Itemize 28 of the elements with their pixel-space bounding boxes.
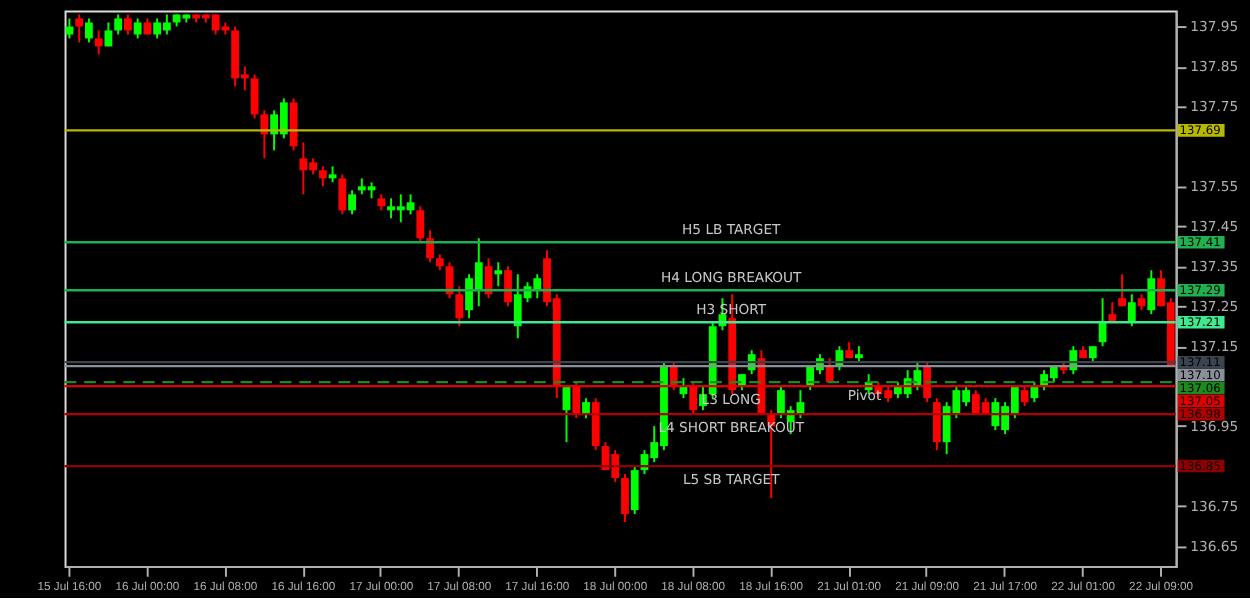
candlestick xyxy=(504,265,512,308)
candlestick xyxy=(689,381,698,416)
candlestick xyxy=(124,13,132,36)
candlestick xyxy=(621,473,629,524)
candlestick xyxy=(591,397,600,452)
candlestick xyxy=(114,13,123,36)
candlestick xyxy=(75,13,84,44)
candlestick xyxy=(582,397,590,420)
candlestick xyxy=(1118,273,1126,308)
candlestick xyxy=(455,285,464,328)
candlestick xyxy=(426,229,434,264)
candlestick xyxy=(572,381,581,420)
candlestick xyxy=(338,173,347,216)
candlestick xyxy=(133,17,142,40)
candlestick xyxy=(494,261,503,288)
candlestick xyxy=(416,205,425,244)
candlestick xyxy=(85,17,93,44)
candlestick xyxy=(932,397,941,452)
candlestick xyxy=(1147,269,1156,316)
candlestick xyxy=(318,165,327,188)
candlestick xyxy=(65,17,74,40)
candlestick xyxy=(250,73,259,120)
candlestick xyxy=(348,189,356,216)
candlestick xyxy=(1127,293,1136,328)
candlestick xyxy=(1030,381,1039,404)
candlestick xyxy=(94,29,103,56)
candlestick xyxy=(630,465,639,516)
candlestick xyxy=(1020,385,1029,408)
